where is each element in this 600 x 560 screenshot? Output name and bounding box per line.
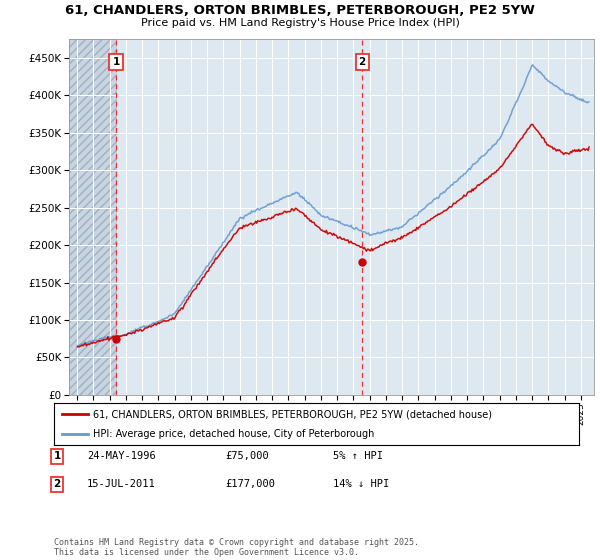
Text: Contains HM Land Registry data © Crown copyright and database right 2025.
This d: Contains HM Land Registry data © Crown c… — [54, 538, 419, 557]
Bar — [69, 39, 116, 395]
Text: £177,000: £177,000 — [225, 479, 275, 489]
Text: 24-MAY-1996: 24-MAY-1996 — [87, 451, 156, 461]
Text: £75,000: £75,000 — [225, 451, 269, 461]
Text: 14% ↓ HPI: 14% ↓ HPI — [333, 479, 389, 489]
Text: 2: 2 — [53, 479, 61, 489]
Text: 2: 2 — [359, 57, 366, 67]
Text: Price paid vs. HM Land Registry's House Price Index (HPI): Price paid vs. HM Land Registry's House … — [140, 18, 460, 28]
Text: 5% ↑ HPI: 5% ↑ HPI — [333, 451, 383, 461]
Text: HPI: Average price, detached house, City of Peterborough: HPI: Average price, detached house, City… — [94, 430, 375, 439]
Text: 1: 1 — [53, 451, 61, 461]
Bar — [69, 39, 116, 395]
Text: 15-JUL-2011: 15-JUL-2011 — [87, 479, 156, 489]
Text: 1: 1 — [112, 57, 119, 67]
Text: 61, CHANDLERS, ORTON BRIMBLES, PETERBOROUGH, PE2 5YW (detached house): 61, CHANDLERS, ORTON BRIMBLES, PETERBORO… — [94, 409, 493, 419]
Text: 61, CHANDLERS, ORTON BRIMBLES, PETERBOROUGH, PE2 5YW: 61, CHANDLERS, ORTON BRIMBLES, PETERBORO… — [65, 4, 535, 17]
